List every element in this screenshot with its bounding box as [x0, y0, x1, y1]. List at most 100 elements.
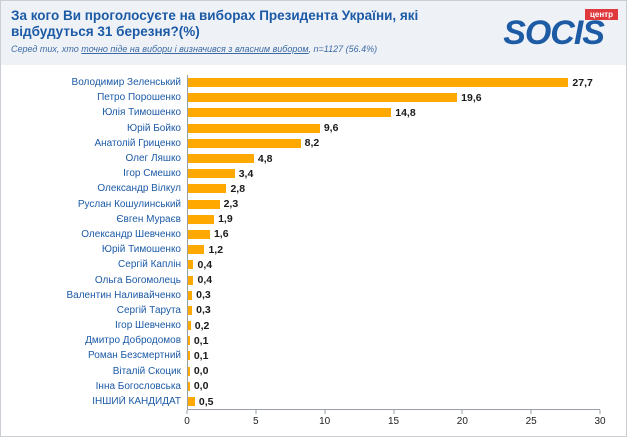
category-label: ІНШИЙ КАНДИДАТ [92, 396, 181, 408]
bar-row: Володимир Зеленський 27,7 [1, 75, 626, 91]
category-label: Ігор Шевченко [114, 320, 181, 332]
bar-track: 0,0 [187, 378, 600, 394]
bar-track: 2,8 [187, 181, 600, 197]
category-label: Олег Ляшко [125, 153, 181, 165]
chart-subtitle: Серед тих, хто точно піде на вибори і ви… [11, 44, 481, 54]
bar-row: Дмитро Добродомов 0,1 [1, 333, 626, 349]
bar-track: 0,3 [187, 302, 600, 318]
bar-row: ІНШИЙ КАНДИДАТ 0,5 [1, 393, 626, 410]
bar-track: 27,7 [187, 75, 600, 91]
axis-tick-label: 15 [387, 416, 400, 428]
bar-track: 0,1 [187, 348, 600, 364]
bar-row: Ігор Шевченко 0,2 [1, 318, 626, 334]
value-label: 2,8 [230, 182, 246, 195]
bar-track: 0,3 [187, 287, 600, 303]
category-label: Юлія Тимошенко [102, 107, 181, 119]
axis-tick-mark [599, 410, 601, 415]
bar [188, 336, 190, 346]
value-label: 0,4 [197, 258, 213, 271]
bar-track: 14,8 [187, 105, 600, 121]
category-label: Руслан Кошулинський [77, 198, 181, 210]
bar-track: 1,2 [187, 242, 600, 258]
bar-row: Сергій Каплін 0,4 [1, 257, 626, 273]
subtitle-plain-2: , n=1127 (56.4%) [308, 43, 378, 54]
bar-track: 0,4 [187, 272, 600, 288]
bar-row: Руслан Кошулинський 2,3 [1, 196, 626, 212]
bar [188, 321, 191, 331]
bar-track: 3,4 [187, 166, 600, 182]
value-label: 0,3 [196, 289, 211, 302]
bar [188, 245, 205, 255]
bar-track: 8,2 [187, 135, 600, 151]
bar [188, 108, 392, 118]
bar [188, 199, 220, 209]
bar [188, 229, 210, 239]
header-text-block: За кого Ви проголосуєте на виборах Прези… [11, 8, 481, 54]
category-label: Євген Мураєв [116, 213, 181, 225]
category-label: Ігор Смешко [123, 168, 181, 180]
subtitle-underlined: точно піде на вибори і визначився з влас… [81, 43, 309, 54]
axis-tick-mark [186, 410, 188, 415]
bar-row: Юрій Тимошенко 1,2 [1, 242, 626, 258]
bar-track: 1,9 [187, 211, 600, 227]
bar-track: 0,0 [187, 363, 600, 379]
bar-row: Ольга Богомолець 0,4 [1, 272, 626, 288]
category-label: Валентин Наливайченко [66, 289, 181, 301]
socis-logo-text: SOCIS [503, 14, 605, 52]
bar-row: Ігор Смешко 3,4 [1, 166, 626, 182]
bar-track: 0,4 [187, 257, 600, 273]
axis-tick-mark [255, 410, 257, 415]
value-label: 0,0 [193, 380, 209, 393]
bar-row: Сергій Тарута 0,3 [1, 302, 626, 318]
bar-row: Олександр Вілкул 2,8 [1, 181, 626, 197]
bar [188, 93, 458, 103]
category-label: Анатолій Гриценко [94, 137, 181, 149]
value-label: 27,7 [572, 76, 593, 89]
bar-row: Юрій Бойко 9,6 [1, 120, 626, 136]
bar [188, 397, 195, 407]
value-label: 4,8 [257, 152, 273, 165]
bar-track: 4,8 [187, 150, 600, 167]
value-label: 2,3 [223, 198, 239, 211]
bar-track: 0,1 [187, 333, 600, 349]
axis-tick-label: 10 [319, 416, 331, 428]
bar-track: 0,5 [187, 393, 600, 410]
value-label: 0,2 [194, 319, 210, 332]
category-label: Олександр Вілкул [97, 183, 181, 195]
bar-track: 2,3 [187, 196, 600, 212]
bar-track: 9,6 [187, 120, 600, 136]
value-label: 0,5 [198, 395, 214, 408]
bar [188, 260, 194, 270]
category-label: Роман Безсмертний [88, 350, 181, 362]
axis-tick-label: 0 [184, 416, 190, 428]
category-label: Петро Порошенко [97, 92, 181, 104]
bar [188, 169, 235, 179]
axis-tick-label: 20 [456, 416, 468, 428]
category-label: Інна Богословська [95, 380, 181, 392]
bar-row: Віталій Скоцик 0,0 [1, 363, 626, 379]
category-label: Юрій Тимошенко [101, 244, 181, 256]
value-label: 0,1 [193, 349, 209, 362]
value-label: 1,2 [208, 243, 224, 256]
socis-logo: SOCIS центр [503, 8, 618, 50]
x-axis: 0 5 10 15 20 25 30 [184, 409, 606, 431]
bar-row: Валентин Наливайченко 0,3 [1, 287, 626, 303]
bar [188, 305, 193, 315]
socis-logo-centr-badge: центр [584, 9, 618, 20]
bar [188, 275, 194, 285]
bar [188, 351, 190, 361]
value-label: 9,6 [323, 122, 339, 135]
category-label: Віталій Скоцик [112, 365, 181, 377]
category-label: Сергій Каплін [118, 259, 181, 271]
bar-row: Олег Ляшко 4,8 [1, 150, 626, 167]
axis-tick-mark [324, 410, 326, 415]
bar-chart: Володимир Зеленський 27,7 Петро Порошенко 1… [1, 65, 626, 431]
value-label: 8,2 [304, 137, 320, 150]
bar-row: Євген Мураєв 1,9 [1, 211, 626, 227]
bar-row: Юлія Тимошенко 14,8 [1, 105, 626, 121]
axis-tick-label: 25 [525, 416, 537, 428]
bar [188, 366, 190, 376]
subtitle-plain-1: Серед тих, хто [11, 43, 82, 54]
bar [188, 290, 193, 300]
